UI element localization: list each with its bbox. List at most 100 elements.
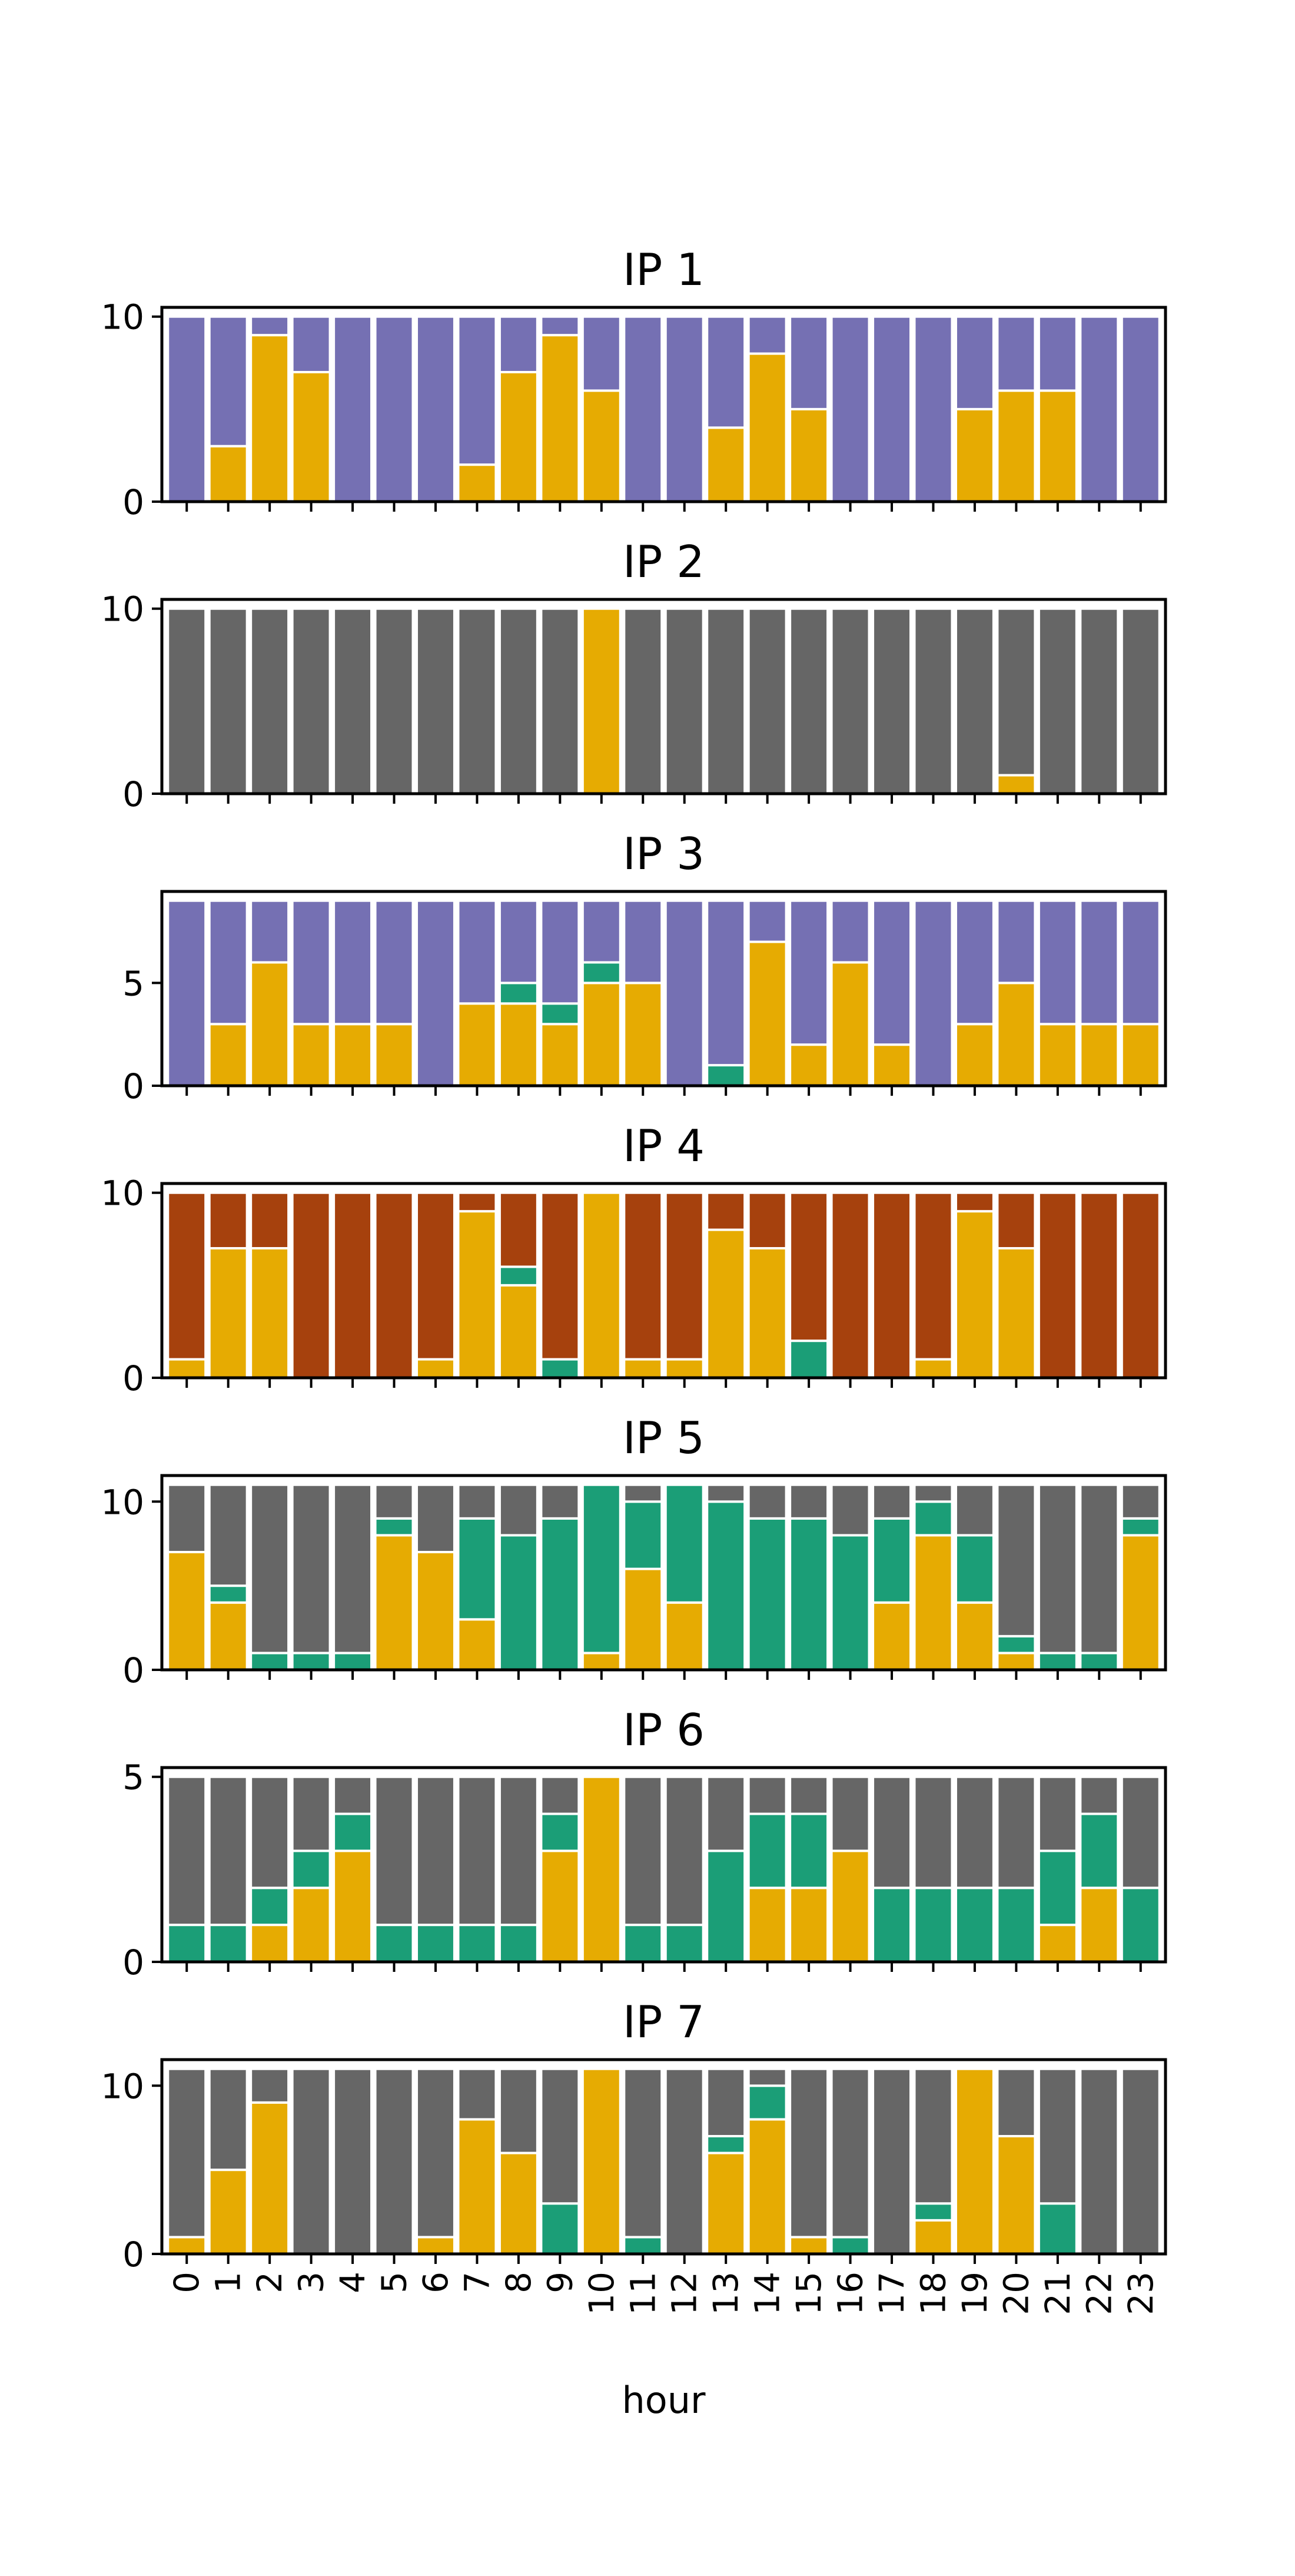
bar-segment <box>498 1284 539 1380</box>
bar-segment <box>706 315 746 429</box>
x-tick-label: 6 <box>416 2272 456 2293</box>
bar-segment <box>623 2067 663 2239</box>
bar-segment <box>747 315 788 355</box>
bar-segment <box>498 315 539 374</box>
bar-segment <box>996 899 1037 984</box>
bar-segment <box>1079 1023 1120 1087</box>
bar-segment <box>1037 2202 1078 2255</box>
bar-segment <box>457 607 497 795</box>
bar-segment <box>913 1358 954 1380</box>
plot-frame <box>160 1766 1167 1964</box>
plot-frame <box>160 1182 1167 1380</box>
bar-segment <box>789 607 829 795</box>
bar-segment <box>208 1247 248 1379</box>
bar-segment <box>913 1534 954 1671</box>
bar-segment <box>664 1924 705 1963</box>
bar-segment <box>291 2067 331 2256</box>
bar-segment <box>167 315 207 503</box>
bar-segment <box>208 607 248 795</box>
bar-segment <box>581 961 622 984</box>
bar-segment <box>416 1924 456 1963</box>
bar-segment <box>1079 315 1120 503</box>
bar-segment <box>1037 1924 1078 1963</box>
bar-segment <box>498 2067 539 2154</box>
bar-segment <box>250 334 290 503</box>
bar-segment <box>167 607 207 795</box>
bar-segment <box>954 1534 995 1604</box>
x-tick-label: 14 <box>748 2272 788 2315</box>
bar-segment <box>623 2236 663 2255</box>
bar-segment <box>789 2067 829 2239</box>
bar-segment <box>996 607 1037 777</box>
bar-segment <box>1079 1191 1120 1379</box>
bar-segment <box>208 1775 248 1927</box>
bar-segment <box>1037 607 1078 795</box>
x-tick-label: 0 <box>167 2272 207 2293</box>
bar-segment <box>1120 1483 1161 1520</box>
x-tick-label: 2 <box>250 2272 290 2293</box>
bar-segment <box>1120 315 1161 503</box>
bar-segment <box>498 1002 539 1088</box>
y-tick-label: 0 <box>122 774 144 814</box>
bar-segment <box>747 1812 788 1889</box>
bar-segment <box>830 607 871 795</box>
bar-segment <box>996 1483 1037 1637</box>
bar-segment <box>374 1483 414 1520</box>
bar-segment <box>498 1483 539 1537</box>
x-tick-label: 16 <box>831 2272 871 2315</box>
bar-segment <box>250 1652 290 1671</box>
bar-segment <box>623 1924 663 1963</box>
bar-segment <box>208 1191 248 1249</box>
bar-segment <box>457 463 497 503</box>
bar-segment <box>1120 1775 1161 1889</box>
bar-segment <box>623 1191 663 1361</box>
bar-segment <box>830 2067 871 2239</box>
bar-segment <box>540 334 580 503</box>
bar-segment <box>416 2067 456 2239</box>
bar-segment <box>333 1023 373 1087</box>
y-tick-label: 10 <box>101 1173 144 1214</box>
x-tick-label: 4 <box>333 2272 373 2293</box>
bar-segment <box>623 982 663 1088</box>
bar-segment <box>747 1887 788 1963</box>
bar-segment <box>706 1228 746 1380</box>
bar-segment <box>789 407 829 503</box>
bar-segment <box>1037 2067 1078 2205</box>
bar-segment <box>416 1191 456 1361</box>
x-tick-label: 1 <box>208 2272 248 2293</box>
bar-segment <box>913 1483 954 1503</box>
panel-5: IP 5 0 10 <box>101 1412 1167 1690</box>
bar-segment <box>954 1775 995 1889</box>
bar-segment <box>664 1358 705 1380</box>
panel-6: IP 6 0 5 <box>122 1704 1167 1982</box>
bar-segment <box>830 1191 871 1379</box>
bar-segment <box>581 2067 622 2256</box>
bar-segment <box>664 899 705 1087</box>
bar-segment <box>457 1618 497 1671</box>
bar-segment <box>1120 1191 1161 1379</box>
y-tick-label: 0 <box>122 482 144 522</box>
bar-segment <box>954 1191 995 1213</box>
bar-segment <box>1079 607 1120 795</box>
bar-segment <box>789 315 829 410</box>
bar-segment <box>1037 315 1078 392</box>
bar-segment <box>706 899 746 1067</box>
bar-segment <box>250 1924 290 1963</box>
bar-segment <box>498 2151 539 2256</box>
x-tick-label: 23 <box>1121 2272 1161 2315</box>
bar-segment <box>623 899 663 984</box>
bar-segment <box>291 899 331 1026</box>
bar-segment <box>208 1584 248 1604</box>
bar-segment <box>872 1601 912 1672</box>
bar-segment <box>830 1483 871 1537</box>
y-tick-label: 10 <box>101 1482 144 1522</box>
bar-segment <box>540 315 580 337</box>
bar-segment <box>996 2067 1037 2138</box>
bar-segment <box>830 961 871 1087</box>
bar-segment <box>250 607 290 795</box>
bar-segment <box>996 1887 1037 1963</box>
bar-segment <box>333 1483 373 1655</box>
bar-segment <box>830 899 871 964</box>
bar-segment <box>747 607 788 795</box>
bar-segment <box>789 1483 829 1520</box>
